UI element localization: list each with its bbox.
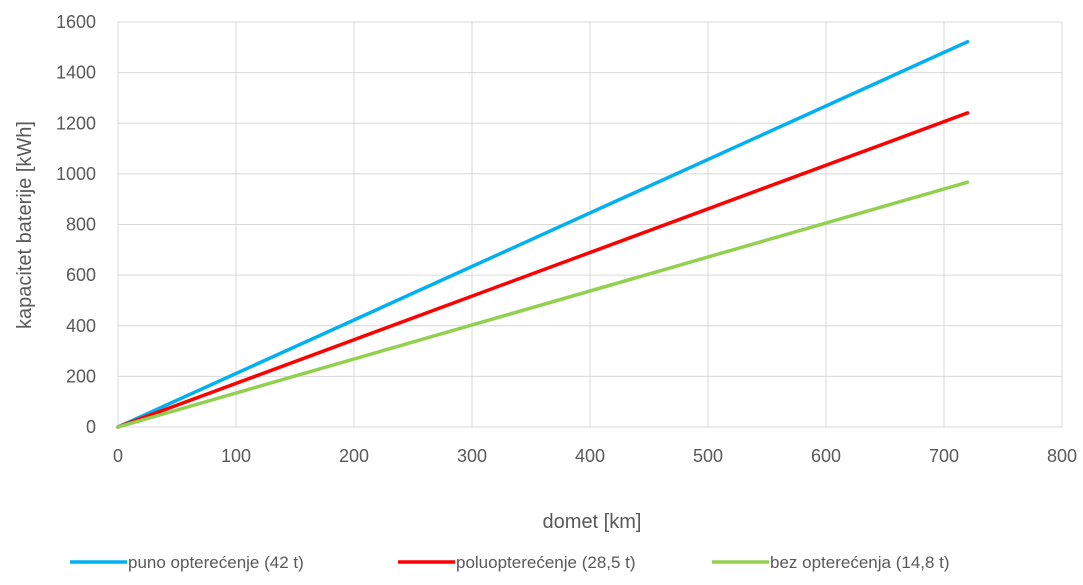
gridlines — [117, 21, 1063, 428]
y-tick-label: 1400 — [56, 63, 96, 83]
y-tick-label: 200 — [66, 366, 96, 386]
legend: puno opterećenje (42 t) poluopterećenje (… — [70, 553, 950, 572]
legend-label-1: puno opterećenje (42 t) — [128, 553, 304, 572]
x-tick-label: 800 — [1047, 446, 1077, 466]
x-tick-label: 100 — [221, 446, 251, 466]
y-tick-label: 0 — [86, 417, 96, 437]
x-tick-label: 300 — [457, 446, 487, 466]
x-tick-label: 600 — [811, 446, 841, 466]
legend-label-3: bez opterećenja (14,8 t) — [770, 553, 950, 572]
series-line-1 — [116, 39, 970, 429]
x-tick-label: 200 — [339, 446, 369, 466]
y-axis-ticks: 0 200 400 600 800 1000 1200 1400 1600 — [56, 12, 96, 437]
series-lines — [116, 39, 970, 429]
series-line-3 — [116, 180, 970, 429]
y-tick-label: 800 — [66, 215, 96, 235]
series-line-2 — [116, 111, 970, 429]
x-tick-label: 700 — [929, 446, 959, 466]
legend-label-2: poluopterećenje (28,5 t) — [456, 553, 636, 572]
x-tick-label: 400 — [575, 446, 605, 466]
y-axis-title: kapacitet baterije [kWh] — [14, 121, 36, 329]
x-tick-label: 500 — [693, 446, 723, 466]
y-tick-label: 1000 — [56, 164, 96, 184]
x-axis-title: domet [km] — [543, 511, 642, 533]
y-tick-label: 600 — [66, 265, 96, 285]
y-tick-label: 1600 — [56, 12, 96, 32]
y-tick-label: 400 — [66, 316, 96, 336]
x-tick-label: 0 — [113, 446, 123, 466]
x-axis-ticks: 0 100 200 300 400 500 600 700 800 — [113, 446, 1077, 466]
y-tick-label: 1200 — [56, 113, 96, 133]
